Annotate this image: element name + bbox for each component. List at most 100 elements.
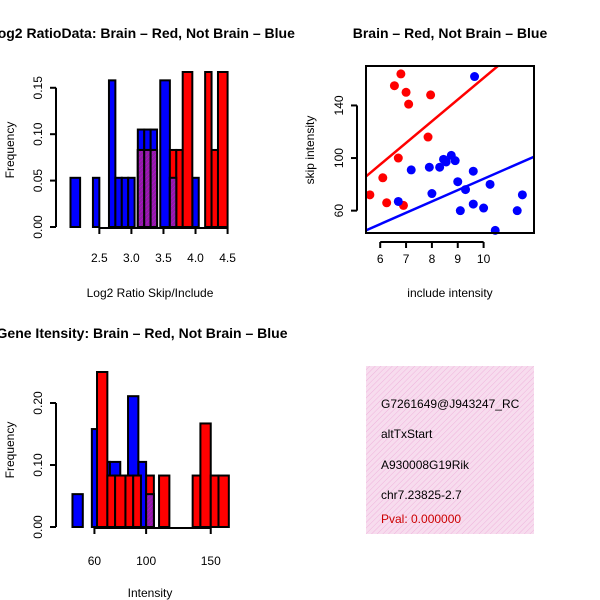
scatter-point-brain	[365, 190, 375, 200]
scatter-point-not-brain	[406, 165, 416, 175]
y-tick-label: 60	[332, 204, 346, 218]
x-tick-label: 100	[136, 554, 156, 568]
scatter-point-brain	[423, 132, 433, 142]
histogram-bar-brain	[209, 474, 220, 529]
scatter-points	[365, 69, 527, 235]
scatter-point-not-brain	[450, 156, 460, 166]
y-tick-label: 0.10	[31, 122, 45, 146]
scatter-fit-lines	[366, 66, 534, 232]
scatter-point-not-brain	[461, 185, 471, 195]
scatter-point-not-brain	[485, 179, 495, 189]
scatter-point-brain	[396, 69, 406, 79]
histogram-bar-brain	[114, 474, 127, 529]
intensity-scatter-plot: Brain – Red, Not Brain – Blue skip inten…	[303, 25, 547, 300]
scatter-point-not-brain	[441, 157, 451, 167]
info-probe-id: G7261649@J943247_RC	[381, 397, 520, 411]
scatter-point-brain	[401, 87, 411, 97]
scatter-xlabel: include intensity	[407, 286, 492, 300]
histogram-bar-not-brain	[159, 79, 171, 229]
scatter-point-not-brain	[479, 203, 489, 213]
histogram-bar-overlap	[168, 176, 178, 228]
y-tick-label: 0.15	[31, 76, 45, 100]
fit-line-brain	[366, 66, 500, 178]
scatter-axes: 6 7 8 9 10 60 100 140	[332, 95, 491, 266]
x-tick-label: 3.5	[155, 251, 172, 265]
scatter-point-not-brain	[455, 206, 465, 216]
scatter-title: Brain – Red, Not Brain – Blue	[353, 25, 548, 41]
gene-intensity-histogram: Gene Itensity: Brain – Red, Not Brain – …	[0, 325, 288, 600]
scatter-point-brain	[389, 81, 399, 91]
scatter-point-not-brain	[393, 196, 403, 206]
log2-ratio-axes: 2.5 3.0 3.5 4.0 4.5 0.00 0.05 0.10 0.15	[31, 76, 236, 265]
x-tick-label: 3.0	[123, 251, 140, 265]
histogram-bar-brain	[191, 474, 202, 529]
histogram-bar-brain	[199, 422, 212, 528]
scatter-point-brain	[426, 90, 436, 100]
histogram-bar-not-brain	[127, 176, 136, 228]
info-panel-background	[366, 366, 534, 534]
x-tick-label: 9	[454, 252, 461, 266]
scatter-ylabel: skip intensity	[303, 116, 317, 185]
histogram-bar-overlap	[149, 148, 159, 228]
gene-intensity-xlabel: Intensity	[128, 586, 173, 600]
x-tick-label: 4.5	[219, 251, 236, 265]
y-tick-label: 0.00	[31, 515, 45, 539]
log2-ratio-histogram: Log2 RatioData: Brain – Red, Not Brain –…	[0, 25, 295, 300]
scatter-point-not-brain	[468, 199, 478, 209]
x-tick-label: 7	[403, 252, 410, 266]
log2-ratio-ylabel: Frequency	[3, 122, 17, 179]
fit-line-not-brain	[366, 155, 534, 232]
x-tick-label: 10	[477, 252, 491, 266]
scatter-point-not-brain	[427, 189, 437, 199]
scatter-point-not-brain	[424, 162, 434, 172]
x-tick-label: 150	[201, 554, 221, 568]
histogram-bar-overlap	[145, 493, 155, 529]
x-tick-label: 2.5	[91, 251, 108, 265]
histogram-bar-not-brain	[69, 176, 82, 228]
gene-intensity-axes: 60 100 150 0.00 0.10 0.20	[31, 391, 221, 568]
y-tick-label: 0.20	[31, 391, 45, 415]
log2-ratio-bars	[69, 71, 229, 229]
scatter-point-not-brain	[453, 177, 463, 187]
x-tick-label: 6	[377, 252, 384, 266]
histogram-bar-brain	[96, 371, 109, 528]
histogram-bar-not-brain	[91, 176, 101, 228]
scatter-point-not-brain	[435, 162, 445, 172]
gene-intensity-ylabel: Frequency	[3, 422, 17, 479]
y-tick-label: 0.00	[31, 215, 45, 239]
scatter-point-not-brain	[517, 190, 527, 200]
histogram-bar-brain	[217, 474, 230, 529]
scatter-point-not-brain	[468, 166, 478, 176]
log2-ratio-xlabel: Log2 Ratio Skip/Include	[87, 286, 214, 300]
histogram-bar-brain	[181, 71, 194, 228]
x-tick-label: 4.0	[187, 251, 204, 265]
scatter-point-not-brain	[470, 72, 480, 82]
x-tick-label: 8	[429, 252, 436, 266]
y-tick-label: 100	[332, 148, 346, 168]
histogram-bar-brain	[158, 474, 171, 529]
x-tick-label: 60	[88, 554, 102, 568]
scatter-point-brain	[404, 99, 414, 109]
scatter-point-brain	[393, 153, 403, 163]
y-tick-label: 140	[332, 95, 346, 115]
scatter-point-not-brain	[512, 206, 522, 216]
info-location: chr7.23825-2.7	[381, 488, 462, 502]
histogram-bar-brain	[106, 474, 117, 529]
gene-intensity-bars	[71, 371, 230, 529]
histogram-bar-not-brain	[71, 493, 84, 529]
y-tick-label: 0.05	[31, 169, 45, 193]
histogram-bar-brain	[124, 474, 135, 529]
histogram-bar-brain	[216, 71, 229, 228]
probe-info-panel: G7261649@J943247_RC altTxStart A930008G1…	[366, 366, 534, 534]
info-pval: Pval: 0.000000	[381, 512, 461, 526]
scatter-point-brain	[378, 173, 388, 183]
scatter-plot-frame	[365, 65, 535, 234]
info-event-type: altTxStart	[381, 427, 433, 441]
histogram-bar-brain	[132, 474, 142, 529]
log2-ratio-title: Log2 RatioData: Brain – Red, Not Brain –…	[0, 25, 295, 41]
scatter-point-brain	[382, 198, 392, 208]
info-gene-name: A930008G19Rik	[381, 458, 470, 472]
gene-intensity-title: Gene Itensity: Brain – Red, Not Brain – …	[0, 325, 288, 341]
y-tick-label: 0.10	[31, 453, 45, 477]
